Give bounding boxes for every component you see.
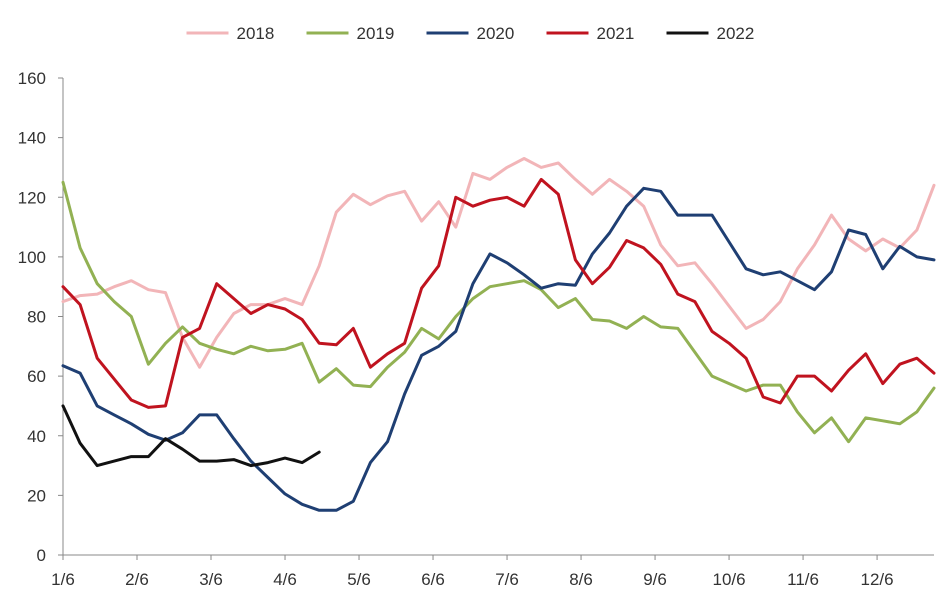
legend-label: 2020 [477, 24, 515, 43]
x-tick-label: 4/6 [273, 570, 297, 589]
legend-label: 2018 [237, 24, 275, 43]
legend-item-2021: 2021 [546, 24, 635, 43]
y-tick-label: 160 [18, 69, 46, 88]
legend-label: 2021 [597, 24, 635, 43]
y-tick-label: 60 [27, 367, 46, 386]
series-lines [61, 157, 936, 512]
x-tick-label: 9/6 [643, 570, 667, 589]
series-line-2018 [61, 157, 936, 369]
x-axis: 1/6 2/6 3/6 4/6 5/6 6/6 7/6 8/6 9/6 10/6 11/6 12/6 [51, 554, 934, 589]
x-tick-label: 3/6 [199, 570, 223, 589]
legend-item-2022: 2022 [666, 24, 755, 43]
series-line-2021 [61, 177, 936, 409]
legend-label: 2022 [717, 24, 755, 43]
x-tick-label: 10/6 [713, 570, 746, 589]
y-tick-label: 80 [27, 308, 46, 327]
x-tick-label: 5/6 [347, 570, 371, 589]
x-tick-label: 8/6 [569, 570, 593, 589]
legend-item-2018: 2018 [186, 24, 275, 43]
series-line-2020 [61, 186, 936, 512]
y-axis: 0 20 40 60 80 100 120 140 160 [18, 69, 64, 565]
x-tick-label: 6/6 [421, 570, 445, 589]
legend-item-2019: 2019 [306, 24, 395, 43]
legend-label: 2019 [357, 24, 395, 43]
series-line-2019 [61, 180, 936, 444]
x-tick-label: 2/6 [125, 570, 149, 589]
y-tick-label: 140 [18, 129, 46, 148]
x-tick-label: 7/6 [495, 570, 519, 589]
y-tick-label: 120 [18, 188, 46, 207]
y-tick-label: 0 [37, 546, 46, 565]
x-tick-label: 12/6 [861, 570, 894, 589]
series-line-2022 [61, 404, 321, 468]
legend: 2018 2019 2020 2021 2022 [186, 24, 755, 43]
y-tick-label: 40 [27, 427, 46, 446]
y-tick-label: 20 [27, 486, 46, 505]
legend-item-2020: 2020 [426, 24, 515, 43]
y-tick-label: 100 [18, 248, 46, 267]
x-tick-label: 11/6 [787, 570, 819, 589]
x-tick-label: 1/6 [51, 570, 75, 589]
